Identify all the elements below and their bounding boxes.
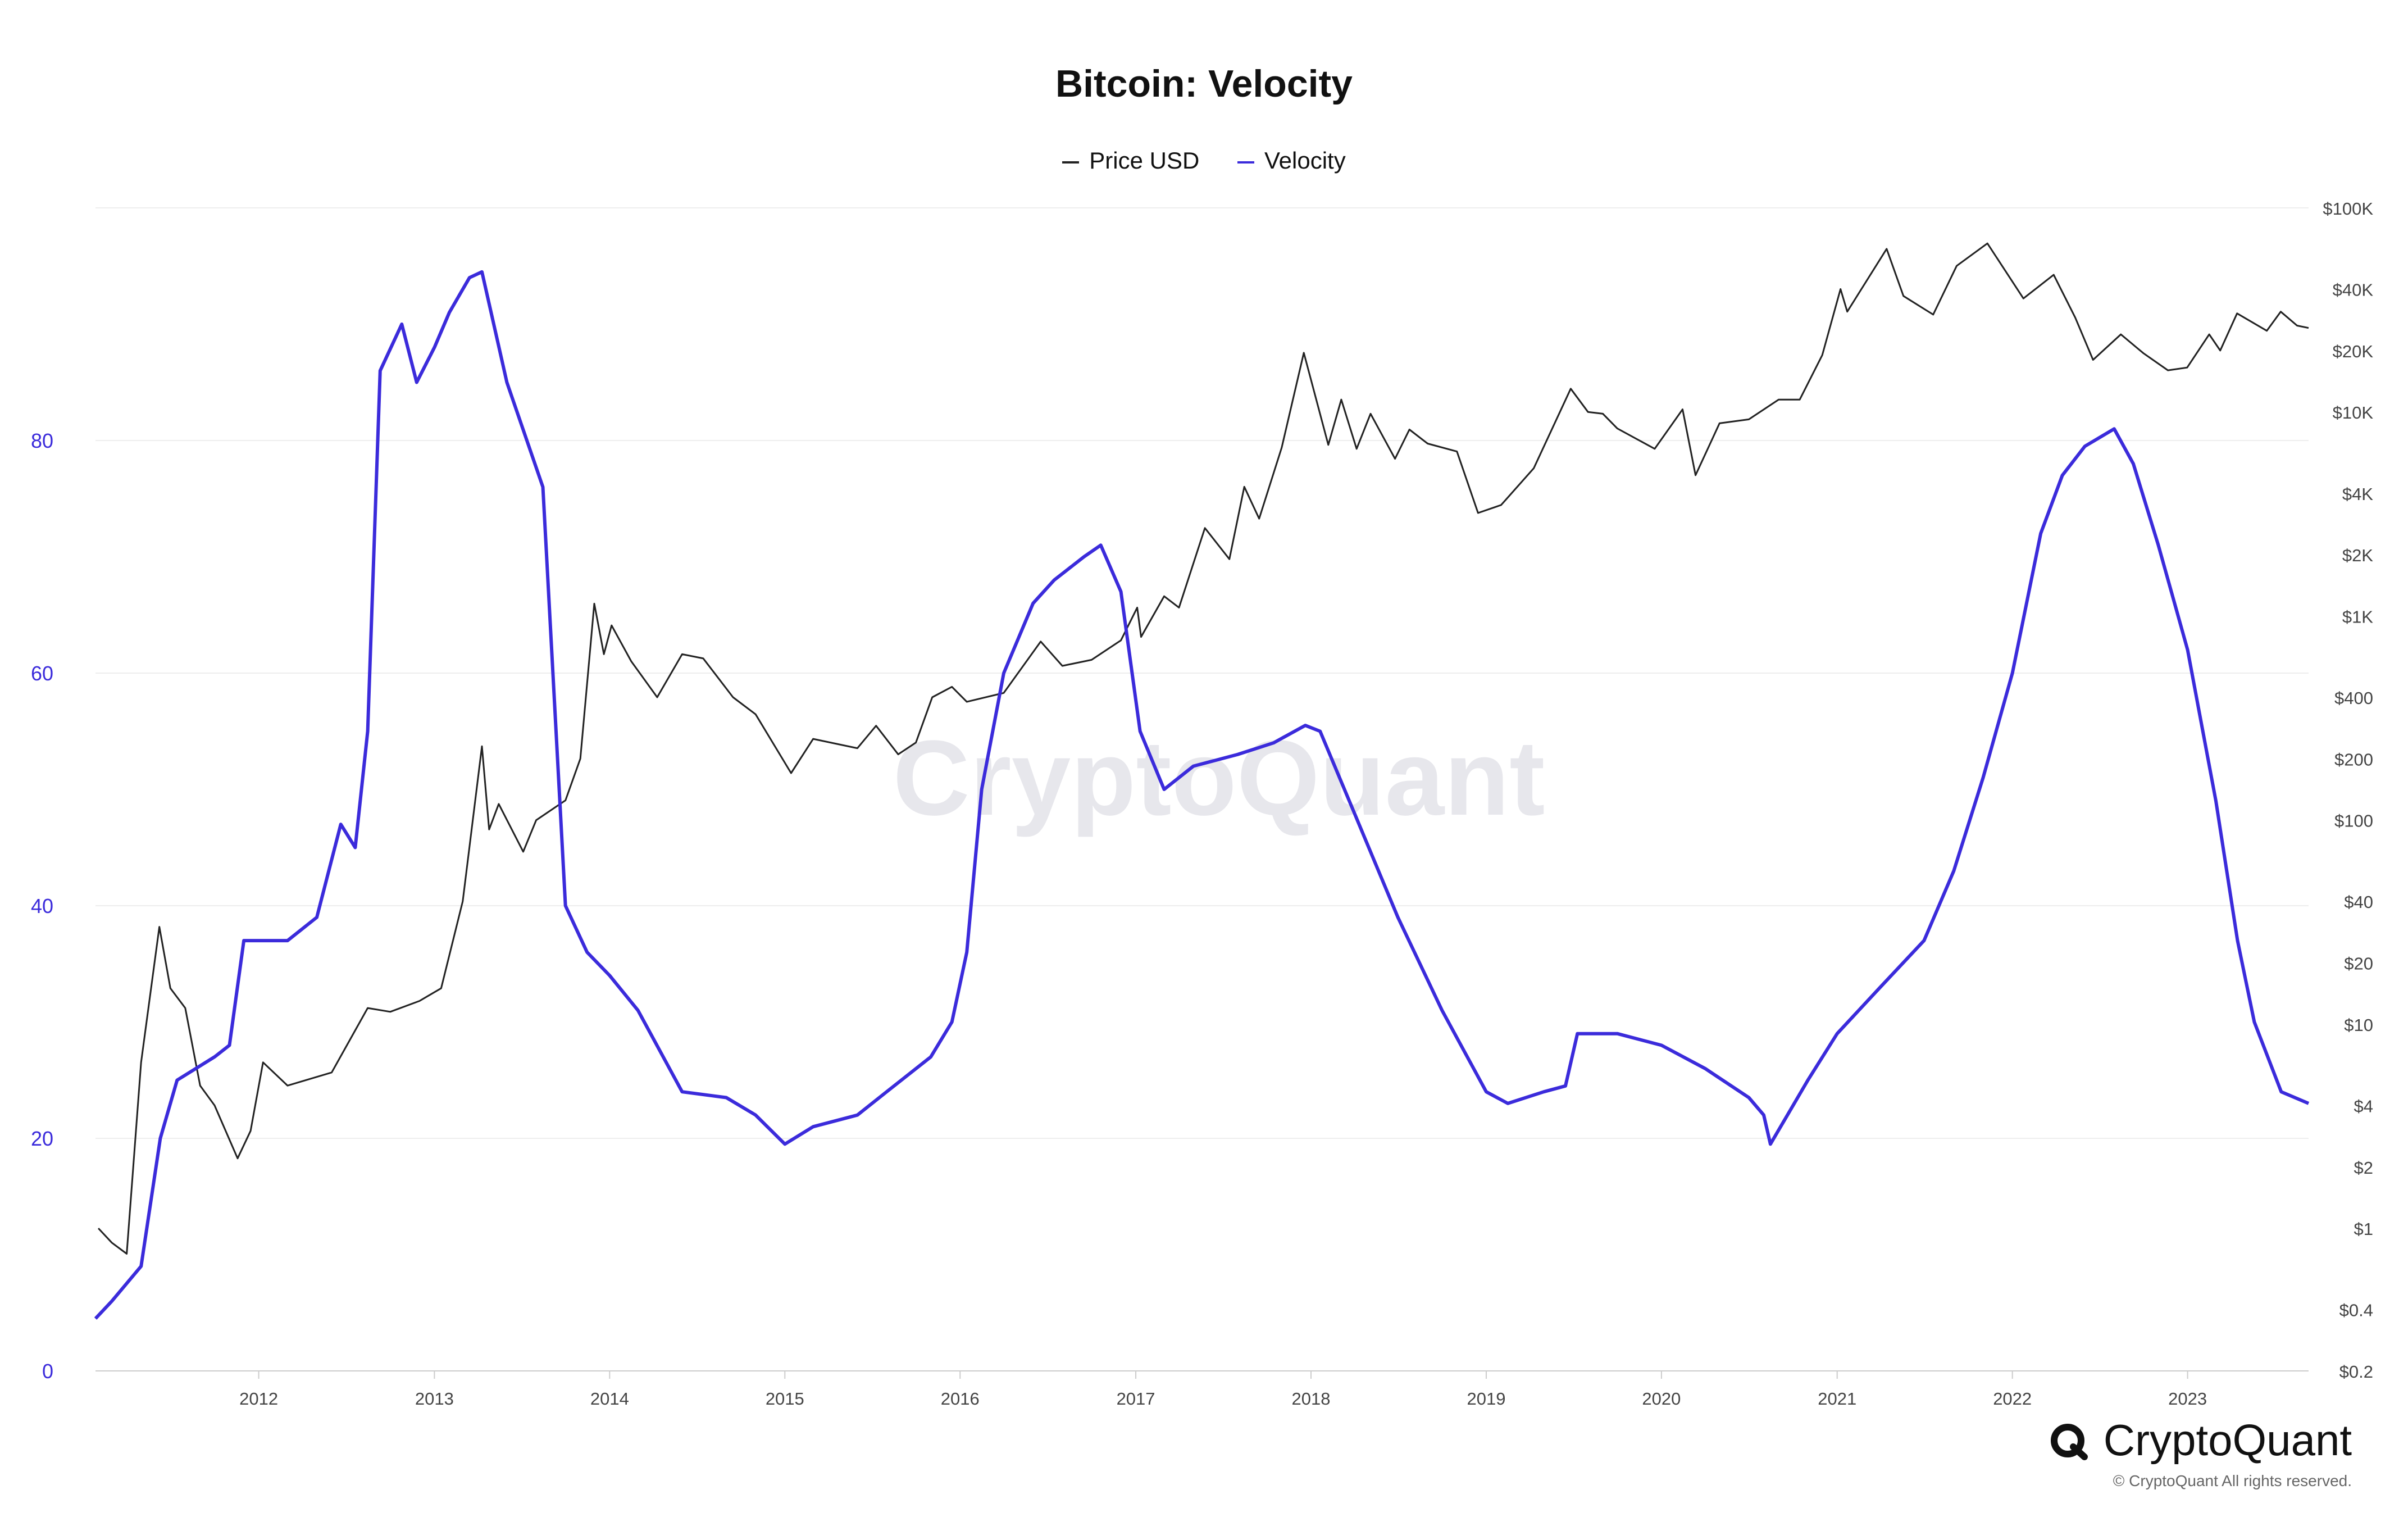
x-axis-tick-label: 2020 xyxy=(1642,1389,1681,1409)
legend: Price USD Velocity xyxy=(0,147,2408,174)
right-axis-tick-label: $2 xyxy=(2354,1158,2373,1178)
watermark-text: CryptoQuant xyxy=(893,719,1545,838)
left-axis-tick-label: 20 xyxy=(31,1127,53,1150)
right-axis-tick-label: $10 xyxy=(2344,1015,2373,1035)
legend-swatch-velocity xyxy=(1237,161,1254,163)
right-axis-tick-label: $100 xyxy=(2334,811,2373,831)
x-axis-tick-label: 2014 xyxy=(590,1389,629,1409)
cryptoquant-logo: CryptoQuant xyxy=(2050,1415,2352,1466)
right-axis-tick-label: $20K xyxy=(2333,342,2374,361)
chart-title: Bitcoin: Velocity xyxy=(1055,62,1353,105)
right-axis-tick-label: $400 xyxy=(2334,688,2373,708)
left-axis-tick-label: 80 xyxy=(31,429,53,452)
legend-item-price[interactable]: Price USD xyxy=(1062,147,1199,174)
right-axis-tick-label: $200 xyxy=(2334,750,2373,769)
left-axis: 0 20 40 60 80 xyxy=(31,429,53,1383)
right-axis: $0.2 $0.4 $1 $2 $4 $10 $20 $40 $100 $200 $400 $1K $2… xyxy=(2323,199,2373,1382)
x-axis-tick-label: 2018 xyxy=(1292,1389,1331,1409)
legend-label-price: Price USD xyxy=(1089,147,1200,174)
right-axis-tick-label: $4K xyxy=(2342,484,2373,504)
x-axis-tick-label: 2023 xyxy=(2168,1389,2207,1409)
left-axis-tick-label: 60 xyxy=(31,662,53,685)
right-axis-tick-label: $0.4 xyxy=(2339,1301,2373,1320)
x-axis-tick-label: 2013 xyxy=(415,1389,454,1409)
right-axis-tick-label: $20 xyxy=(2344,954,2373,974)
x-axis-tick-label: 2012 xyxy=(239,1389,278,1409)
x-axis: 2012 2013 2014 2015 2016 2017 2018 2019 2020 2021… xyxy=(239,1371,2207,1409)
right-axis-tick-label: $2K xyxy=(2342,546,2373,565)
right-axis-tick-label: $1K xyxy=(2342,607,2373,626)
cryptoquant-logo-icon xyxy=(2050,1423,2088,1460)
right-axis-tick-label: $40 xyxy=(2344,892,2373,912)
right-axis-tick-label: $0.2 xyxy=(2339,1362,2373,1382)
logo-text: CryptoQuant xyxy=(2103,1415,2352,1465)
copyright-text: © CryptoQuant All rights reserved. xyxy=(2113,1472,2352,1489)
legend-label-velocity: Velocity xyxy=(1264,147,1346,174)
x-axis-tick-label: 2019 xyxy=(1467,1389,1505,1409)
x-axis-tick-label: 2021 xyxy=(1818,1389,1856,1409)
x-axis-tick-label: 2016 xyxy=(941,1389,980,1409)
x-axis-tick-label: 2022 xyxy=(1993,1389,2032,1409)
right-axis-tick-label: $40K xyxy=(2333,280,2374,300)
velocity-line xyxy=(94,270,2310,1320)
legend-swatch-price xyxy=(1062,161,1080,163)
right-axis-tick-label: $4 xyxy=(2354,1096,2373,1116)
price-usd-line xyxy=(98,242,2309,1255)
legend-item-velocity[interactable]: Velocity xyxy=(1237,147,1346,174)
x-axis-tick-label: 2017 xyxy=(1117,1389,1155,1409)
right-axis-tick-label: $100K xyxy=(2323,199,2373,219)
right-axis-tick-label: $10K xyxy=(2333,403,2374,423)
x-axis-tick-label: 2015 xyxy=(766,1389,804,1409)
series-lines xyxy=(94,242,2310,1320)
right-axis-tick-label: $1 xyxy=(2354,1219,2373,1239)
left-axis-tick-label: 0 xyxy=(42,1360,53,1383)
left-axis-tick-label: 40 xyxy=(31,894,53,918)
